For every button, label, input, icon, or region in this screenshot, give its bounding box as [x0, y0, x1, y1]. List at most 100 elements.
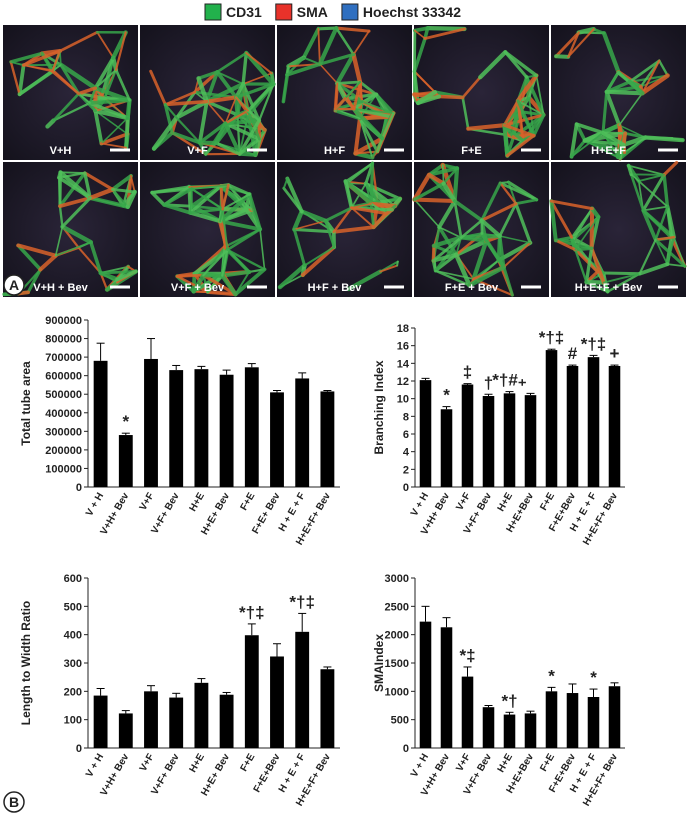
y-tick-label: 100 — [64, 715, 82, 727]
vessel — [441, 181, 457, 204]
vessel — [54, 225, 64, 257]
vessel — [285, 176, 304, 214]
vessel — [433, 236, 463, 273]
vessel — [343, 179, 374, 206]
vessel — [233, 267, 267, 297]
vessel — [331, 225, 376, 234]
vessel — [466, 123, 507, 131]
panel-badge — [3, 791, 25, 813]
vessel — [220, 273, 238, 297]
vessel — [516, 99, 525, 143]
vessel — [567, 28, 595, 58]
vessel — [641, 208, 676, 239]
vessel — [570, 131, 604, 158]
panel-letter: A — [9, 277, 19, 293]
vessel — [188, 207, 225, 215]
bar — [461, 676, 474, 748]
vessel — [361, 100, 395, 115]
y-tick-label: 6 — [403, 429, 409, 441]
bar — [566, 365, 579, 487]
vessel — [431, 252, 459, 263]
vessel — [662, 160, 679, 177]
y-tick-label: 600000 — [45, 371, 82, 383]
vessel — [352, 107, 385, 141]
vessel — [554, 31, 581, 58]
vessel — [164, 90, 197, 106]
bar — [93, 695, 108, 748]
vessel — [479, 218, 502, 239]
vessel — [505, 133, 536, 158]
vessel — [125, 98, 132, 121]
vessel — [99, 269, 138, 275]
vessel — [434, 269, 471, 287]
vessel — [220, 270, 252, 278]
vessel — [589, 206, 601, 220]
vessel — [480, 202, 518, 222]
y-tick-label: 400 — [64, 630, 82, 642]
vessel — [76, 86, 98, 96]
vessel — [601, 31, 621, 75]
vessel — [346, 269, 383, 292]
bar — [419, 380, 432, 487]
x-tick-label: H+E — [496, 752, 516, 775]
vessel — [334, 26, 371, 33]
y-tick-label: 400000 — [45, 408, 82, 420]
vessel — [58, 196, 93, 209]
vessel — [162, 202, 193, 215]
x-tick-label: H+E — [188, 491, 208, 514]
vessel — [292, 209, 304, 232]
y-axis-title: Total tube area — [19, 361, 33, 446]
vessel — [99, 132, 130, 146]
vessel — [246, 82, 276, 113]
vessel — [196, 76, 210, 104]
vessel — [58, 205, 64, 228]
bar — [118, 435, 133, 487]
vessel — [604, 89, 622, 128]
vessel — [372, 211, 389, 229]
vessel — [204, 70, 220, 104]
vessel — [221, 183, 230, 211]
bar — [419, 621, 432, 748]
y-tick-label: 700000 — [45, 352, 82, 364]
y-tick-label: 18 — [397, 323, 409, 335]
y-tick-label: 10 — [397, 394, 409, 406]
vessel — [516, 99, 536, 138]
vessel — [381, 111, 395, 140]
vessel — [576, 26, 596, 35]
vessel — [88, 86, 97, 105]
y-tick-label: 14 — [397, 358, 410, 370]
vessel — [16, 243, 43, 272]
vessel — [191, 273, 206, 294]
significance-label: *†#₊ — [492, 371, 527, 390]
vessel — [300, 245, 337, 277]
vessel — [602, 271, 642, 276]
vessel — [51, 49, 61, 73]
vessel — [26, 267, 42, 294]
vessel — [17, 69, 55, 97]
vessel — [93, 55, 116, 90]
legend-label: CD31 — [226, 4, 262, 20]
vessel — [554, 54, 571, 59]
vessel — [52, 101, 92, 122]
vessel — [202, 274, 209, 294]
vessel — [258, 83, 275, 122]
vessel — [292, 227, 336, 234]
vessel — [654, 238, 669, 266]
vessel — [317, 25, 339, 67]
vessel — [59, 171, 86, 174]
vessel — [192, 247, 230, 276]
vessel — [59, 63, 81, 96]
vessel — [170, 131, 202, 145]
vessel — [601, 90, 609, 135]
vessel — [554, 238, 577, 252]
vessel — [198, 121, 228, 145]
vessel — [292, 227, 307, 268]
vessel — [459, 234, 502, 240]
vessel — [628, 59, 661, 84]
x-tick-label: F+E — [538, 491, 557, 513]
vessel — [205, 99, 240, 117]
vessel — [641, 173, 666, 212]
vessel — [640, 73, 670, 96]
panel-badge — [3, 274, 25, 296]
vessel — [188, 210, 223, 224]
